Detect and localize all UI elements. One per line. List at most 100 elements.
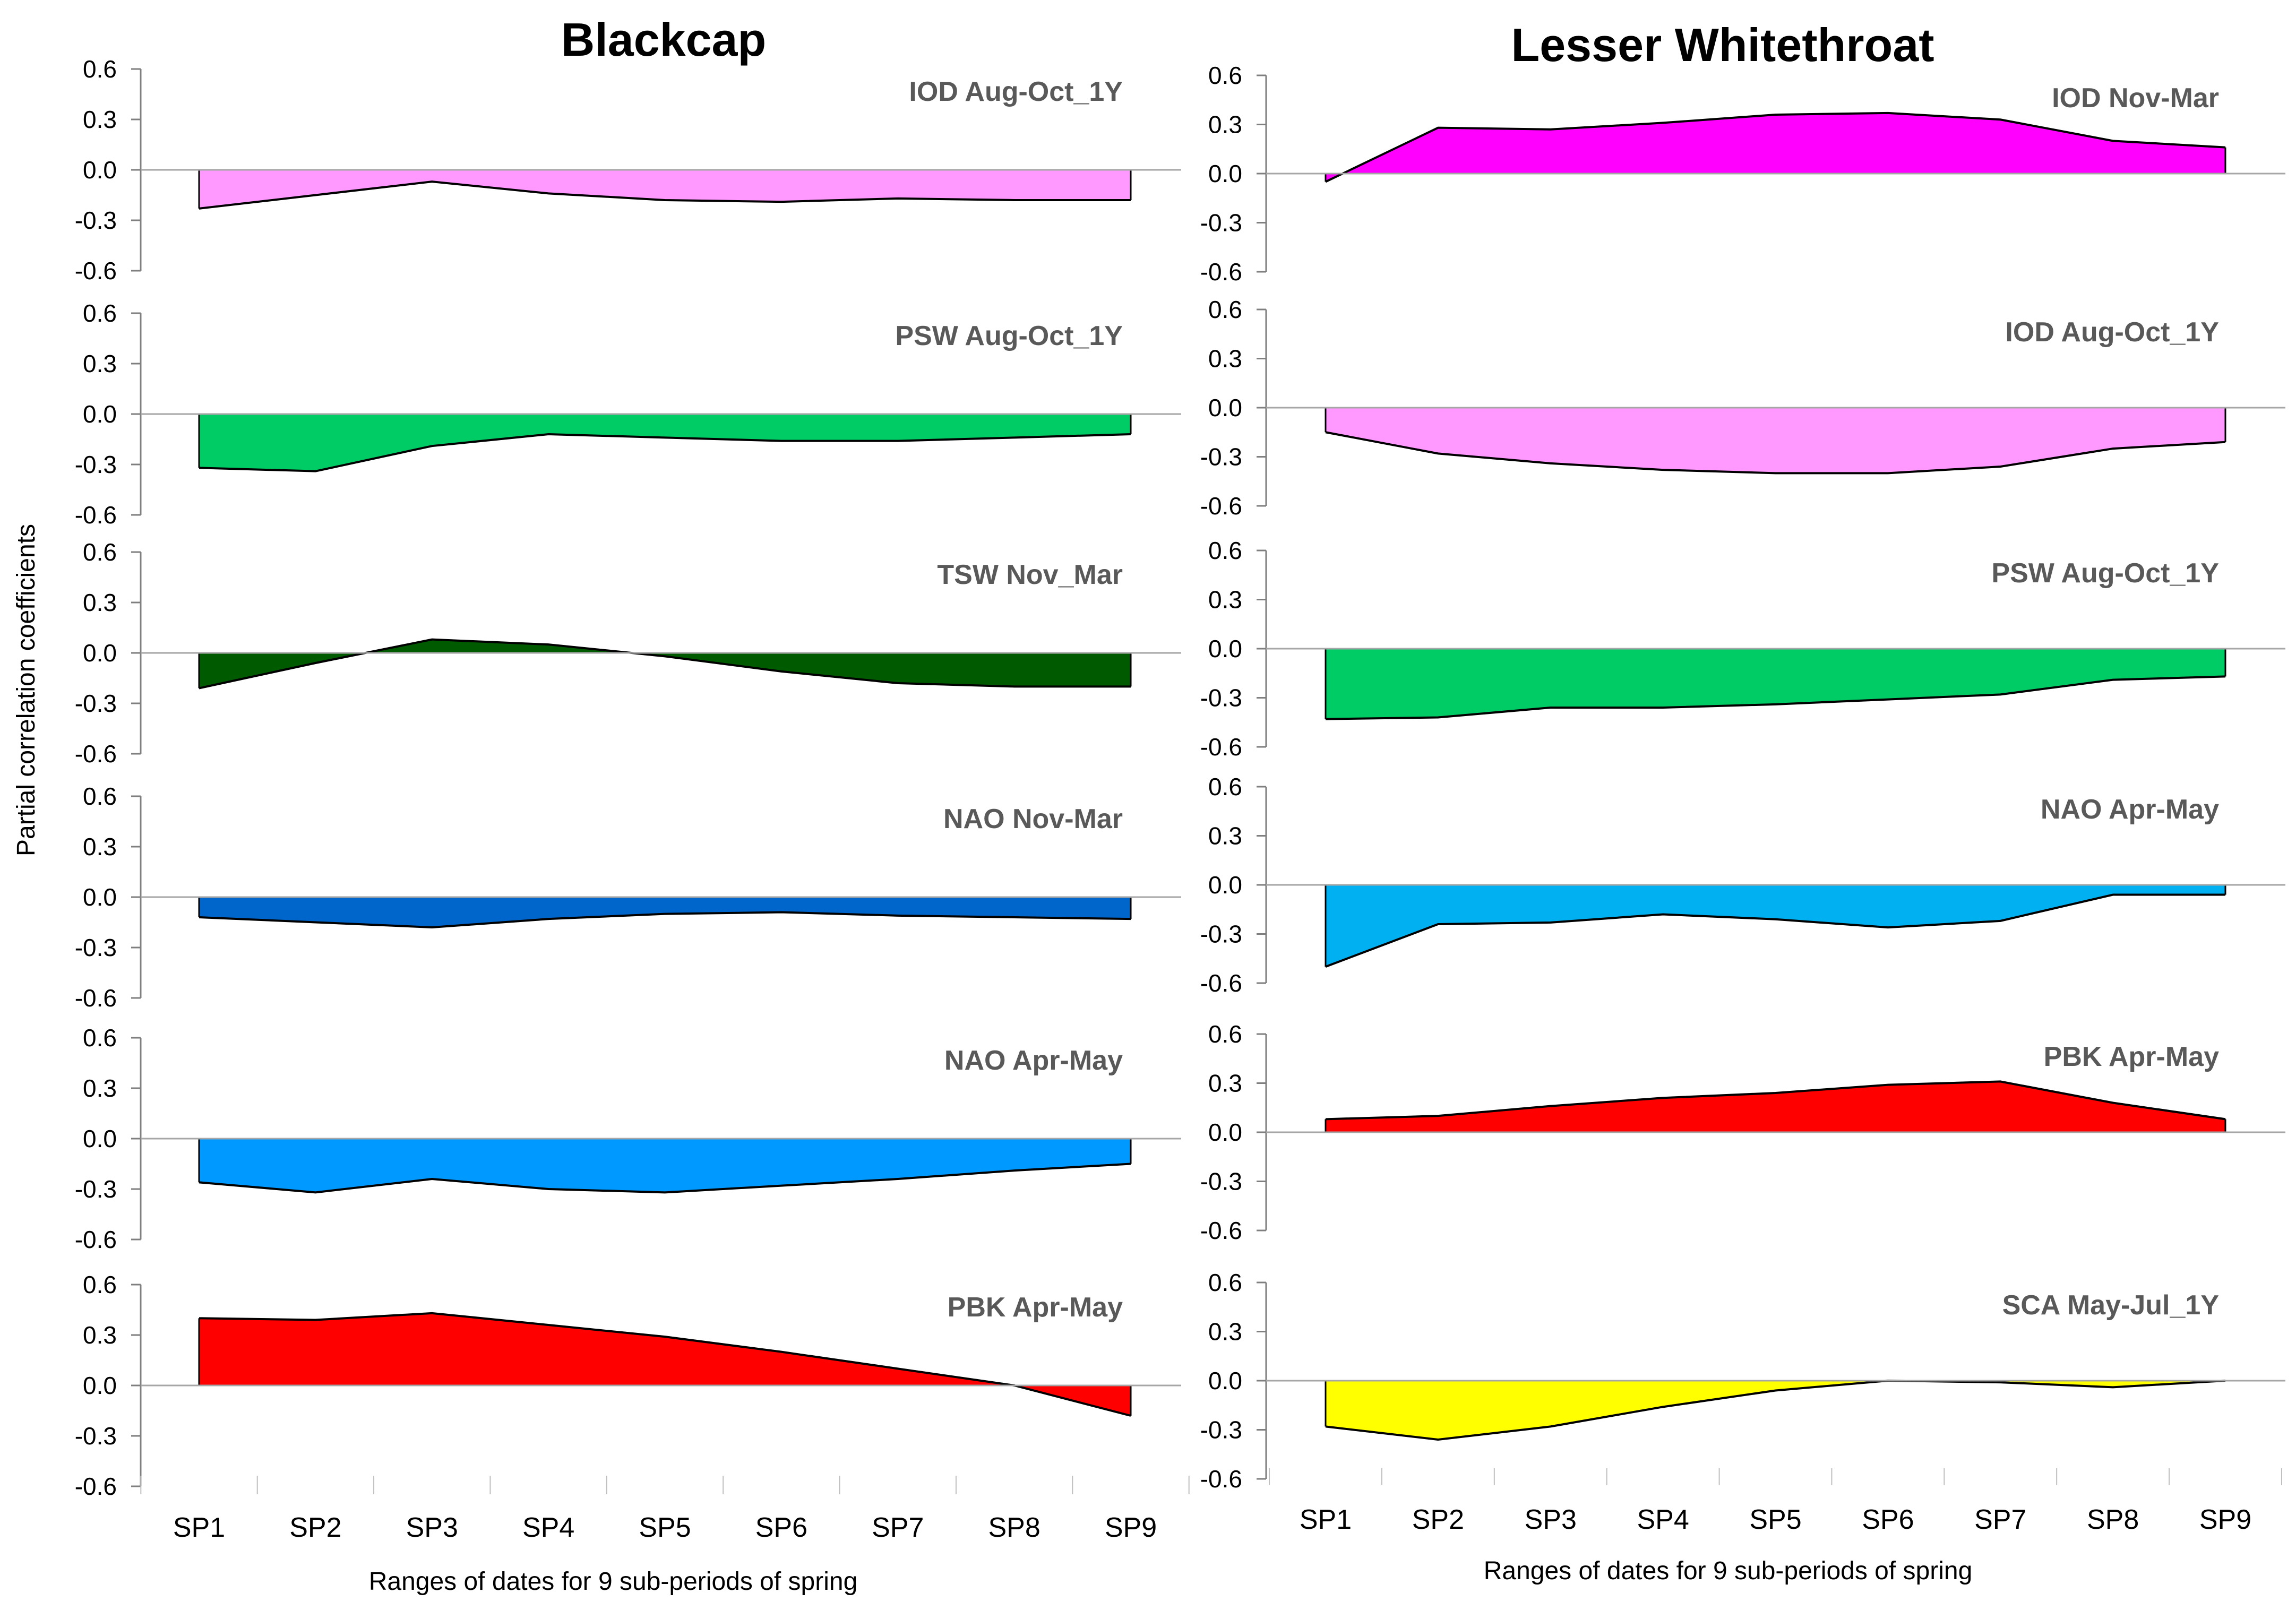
x-tick-label: SP9 <box>2199 1504 2251 1535</box>
series-line <box>199 180 1131 210</box>
data-point <box>1130 686 1131 687</box>
panel-label: TSW Nov_Mar <box>937 559 1123 590</box>
y-tick-label: -0.3 <box>1200 209 1242 237</box>
blackcap-panel-2: 0.6 0.3 0.0 -0.3 -0.6 PSW Aug-Oct_1Y <box>75 299 1181 529</box>
x-tick-label: SP4 <box>522 1512 574 1543</box>
data-point <box>1550 707 1551 708</box>
y-tick-label: 0.3 <box>83 350 117 377</box>
panel-label: IOD Nov-Mar <box>2052 83 2219 114</box>
data-point <box>2000 466 2001 467</box>
data-point <box>1438 127 1439 128</box>
data-point <box>1438 717 1439 718</box>
y-tick-label: -0.6 <box>1200 1217 1242 1244</box>
y-tick-label: 0.6 <box>1208 1020 1242 1048</box>
y-tick-label: 0.3 <box>83 1321 117 1349</box>
y-tick-label: 0.3 <box>1208 345 1242 373</box>
y-tick-label: 0.6 <box>83 55 117 83</box>
y-tick-label: -0.3 <box>1200 1168 1242 1195</box>
data-point <box>1887 113 1888 114</box>
lesser-whitethroat-panel-4: 0.6 0.3 0.0 -0.3 -0.6 NAO Apr-May <box>1200 773 2285 997</box>
lesser-whitethroat-panel-1: 0.6 0.3 0.0 -0.3 -0.6 IOD Nov-Mar <box>1200 62 2285 286</box>
data-point <box>1663 469 1664 470</box>
data-point <box>665 656 666 657</box>
series-line <box>199 433 1131 472</box>
data-point <box>199 688 200 689</box>
y-tick-label: -0.6 <box>1200 492 1242 520</box>
series-line <box>1325 1080 2226 1121</box>
data-point <box>2225 676 2226 677</box>
series-area <box>199 414 1131 471</box>
series-area <box>1326 885 2225 967</box>
data-point <box>1775 704 1776 705</box>
panel-label: PSW Aug-Oct_1Y <box>1991 558 2219 589</box>
data-point <box>1014 917 1015 918</box>
lesser-whitethroat-panel-6: 0.6 0.3 0.0 -0.3 -0.6 SCA May-Jul_1Y <box>1200 1269 2285 1493</box>
y-tick-label: 0.0 <box>83 400 117 428</box>
series-line <box>199 638 1131 690</box>
x-tick-label: SP8 <box>988 1512 1040 1543</box>
y-tick-label: 0.6 <box>83 538 117 566</box>
data-point <box>1775 1092 1776 1094</box>
x-tick-label: SP7 <box>872 1512 924 1543</box>
series-area <box>199 897 1131 927</box>
y-tick-label: 0.6 <box>83 1024 117 1052</box>
data-point <box>1325 719 1326 720</box>
panel-label: SCA May-Jul_1Y <box>2002 1290 2219 1321</box>
data-point <box>432 1178 433 1179</box>
data-point <box>1887 927 1888 928</box>
data-point <box>315 195 316 196</box>
data-point <box>1550 129 1551 130</box>
x-tick-label: SP8 <box>2087 1504 2139 1535</box>
y-tick-label: 0.3 <box>1208 111 1242 139</box>
data-point <box>1014 437 1015 438</box>
data-point <box>548 1189 549 1190</box>
data-point <box>897 198 898 199</box>
data-point <box>2112 894 2113 896</box>
y-tick-label: -0.6 <box>1200 969 1242 997</box>
data-point <box>1887 1084 1888 1086</box>
data-point <box>2000 1081 2001 1082</box>
data-point <box>1130 1164 1131 1165</box>
data-point <box>781 1185 782 1186</box>
y-tick-label: -0.3 <box>75 1175 117 1203</box>
series-area <box>199 1313 1131 1416</box>
data-point <box>665 914 666 915</box>
data-point <box>1325 1426 1326 1427</box>
y-tick-label: -0.6 <box>75 740 117 768</box>
blackcap-panel-5: 0.6 0.3 0.0 -0.3 -0.6 NAO Apr-May <box>75 1024 1181 1253</box>
y-tick-label: -0.6 <box>75 984 117 1012</box>
y-tick-label: 0.6 <box>1208 1269 1242 1296</box>
data-point <box>1438 1439 1439 1440</box>
data-point <box>1325 432 1326 433</box>
data-point <box>1014 1170 1015 1171</box>
data-point <box>432 1313 433 1314</box>
y-tick-label: 0.3 <box>83 106 117 133</box>
data-point <box>1550 463 1551 464</box>
data-point <box>897 683 898 684</box>
panel-label: NAO Apr-May <box>2041 794 2219 825</box>
panel-label: IOD Aug-Oct_1Y <box>909 76 1123 107</box>
series-line <box>199 911 1131 929</box>
y-tick-label: -0.6 <box>1200 733 1242 761</box>
data-point <box>432 639 433 640</box>
data-point <box>1663 1406 1664 1407</box>
data-point <box>199 467 200 468</box>
data-point <box>2112 1103 2113 1104</box>
blackcap-panel-1: 0.6 0.3 0.0 -0.3 -0.6 IOD Aug-Oct_1Y <box>75 55 1181 285</box>
data-point <box>432 181 433 182</box>
data-point <box>2000 1382 2001 1383</box>
blackcap-panel-6: 0.6 0.3 0.0 -0.3 -0.6 PBK Apr-May <box>75 1271 1181 1500</box>
data-point <box>1550 1106 1551 1107</box>
x-tick-label: SP6 <box>1862 1504 1914 1535</box>
panel-label: PBK Apr-May <box>948 1292 1123 1323</box>
y-tick-label: -0.3 <box>1200 443 1242 471</box>
data-point <box>1775 1390 1776 1391</box>
data-point <box>548 1324 549 1325</box>
data-point <box>1663 707 1664 708</box>
series-line <box>1325 111 2226 183</box>
y-tick-label: 0.6 <box>1208 62 1242 89</box>
data-point <box>199 1318 200 1319</box>
x-tick-label: SP3 <box>1525 1504 1577 1535</box>
y-tick-label: 0.6 <box>1208 537 1242 564</box>
data-point <box>1775 919 1776 920</box>
